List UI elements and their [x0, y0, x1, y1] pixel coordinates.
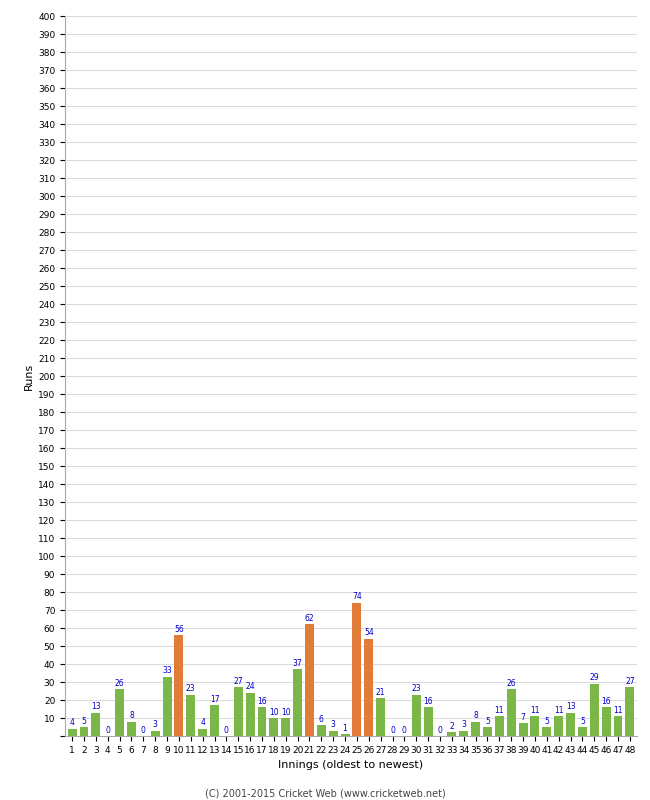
- Bar: [79, 727, 88, 736]
- Bar: [554, 716, 563, 736]
- Text: 0: 0: [437, 726, 443, 734]
- Bar: [590, 684, 599, 736]
- Bar: [602, 707, 610, 736]
- Bar: [424, 707, 433, 736]
- Bar: [352, 603, 361, 736]
- Bar: [115, 690, 124, 736]
- Text: 29: 29: [590, 674, 599, 682]
- Bar: [483, 727, 492, 736]
- Text: 56: 56: [174, 625, 184, 634]
- Text: 2: 2: [450, 722, 454, 731]
- Bar: [257, 707, 266, 736]
- Text: 0: 0: [402, 726, 407, 734]
- Bar: [293, 670, 302, 736]
- Text: 17: 17: [210, 695, 219, 704]
- Bar: [542, 727, 551, 736]
- Bar: [447, 733, 456, 736]
- Text: 3: 3: [331, 720, 335, 729]
- Text: 11: 11: [554, 706, 564, 714]
- Bar: [495, 716, 504, 736]
- Bar: [269, 718, 278, 736]
- Bar: [365, 638, 373, 736]
- Bar: [519, 723, 528, 736]
- Bar: [625, 687, 634, 736]
- Text: 4: 4: [70, 718, 75, 727]
- Bar: [566, 713, 575, 736]
- Text: 3: 3: [462, 720, 466, 729]
- Text: 10: 10: [269, 707, 279, 717]
- Text: 0: 0: [105, 726, 110, 734]
- Text: (C) 2001-2015 Cricket Web (www.cricketweb.net): (C) 2001-2015 Cricket Web (www.cricketwe…: [205, 788, 445, 798]
- Text: 6: 6: [319, 714, 324, 724]
- Text: 0: 0: [224, 726, 229, 734]
- Bar: [198, 729, 207, 736]
- Text: 26: 26: [506, 678, 516, 688]
- Text: 7: 7: [521, 713, 525, 722]
- Text: 0: 0: [141, 726, 146, 734]
- Bar: [530, 716, 540, 736]
- Bar: [460, 730, 468, 736]
- Bar: [127, 722, 136, 736]
- Bar: [329, 730, 337, 736]
- Bar: [246, 693, 255, 736]
- Bar: [281, 718, 290, 736]
- Text: 62: 62: [305, 614, 315, 623]
- Text: 0: 0: [390, 726, 395, 734]
- Text: 4: 4: [200, 718, 205, 727]
- Text: 23: 23: [411, 684, 421, 693]
- Y-axis label: Runs: Runs: [24, 362, 34, 390]
- Bar: [376, 698, 385, 736]
- Text: 13: 13: [566, 702, 575, 711]
- Bar: [507, 690, 515, 736]
- Text: 16: 16: [423, 697, 433, 706]
- Bar: [412, 694, 421, 736]
- Text: 5: 5: [485, 717, 490, 726]
- Text: 3: 3: [153, 720, 158, 729]
- Text: 16: 16: [601, 697, 611, 706]
- Bar: [234, 687, 242, 736]
- Bar: [92, 713, 100, 736]
- Bar: [210, 706, 219, 736]
- Bar: [174, 635, 183, 736]
- Text: 10: 10: [281, 707, 291, 717]
- Text: 24: 24: [245, 682, 255, 691]
- Text: 26: 26: [115, 678, 124, 688]
- Bar: [68, 729, 77, 736]
- Bar: [187, 694, 195, 736]
- Text: 74: 74: [352, 592, 362, 602]
- Text: 11: 11: [613, 706, 623, 714]
- Bar: [317, 726, 326, 736]
- Text: 5: 5: [81, 717, 86, 726]
- Bar: [578, 727, 587, 736]
- Text: 11: 11: [530, 706, 540, 714]
- Bar: [341, 734, 350, 736]
- Text: 1: 1: [343, 724, 348, 733]
- Text: 5: 5: [580, 717, 585, 726]
- Bar: [471, 722, 480, 736]
- X-axis label: Innings (oldest to newest): Innings (oldest to newest): [278, 760, 424, 770]
- Text: 27: 27: [625, 677, 634, 686]
- Text: 23: 23: [186, 684, 196, 693]
- Text: 54: 54: [364, 628, 374, 638]
- Bar: [162, 677, 172, 736]
- Text: 21: 21: [376, 688, 385, 697]
- Text: 11: 11: [495, 706, 504, 714]
- Text: 8: 8: [473, 711, 478, 720]
- Bar: [614, 716, 623, 736]
- Text: 5: 5: [544, 717, 549, 726]
- Text: 13: 13: [91, 702, 101, 711]
- Bar: [151, 730, 160, 736]
- Bar: [305, 624, 314, 736]
- Text: 8: 8: [129, 711, 134, 720]
- Text: 16: 16: [257, 697, 266, 706]
- Text: 33: 33: [162, 666, 172, 675]
- Text: 37: 37: [292, 659, 302, 668]
- Text: 27: 27: [233, 677, 243, 686]
